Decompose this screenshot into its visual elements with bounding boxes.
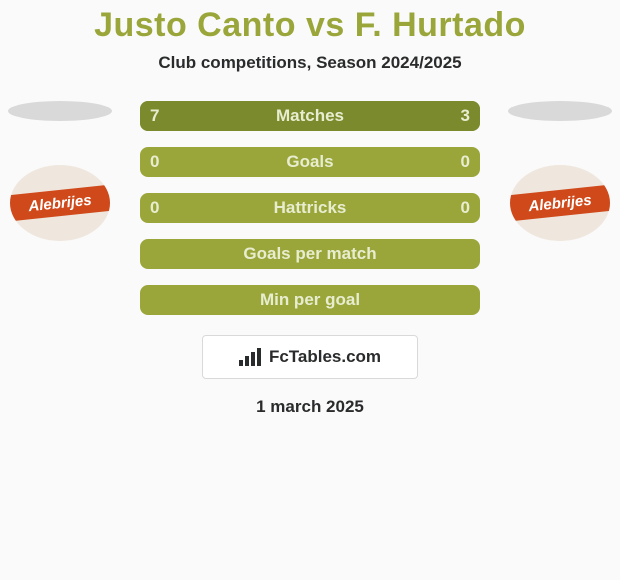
comparison-card: Justo Canto vs F. Hurtado Club competiti… <box>0 0 620 580</box>
bar-chart-icon <box>239 348 263 366</box>
stat-fill-left <box>140 101 378 131</box>
stat-label: Goals per match <box>140 244 480 264</box>
right-club-badge: Alebrijes <box>510 165 610 241</box>
stat-value-left: 0 <box>150 152 159 172</box>
stat-row: 0 Goals 0 <box>140 147 480 177</box>
date-label: 1 march 2025 <box>0 397 620 417</box>
stat-value-right: 0 <box>461 152 470 172</box>
left-club-name: Alebrijes <box>10 183 110 223</box>
stat-value-left: 0 <box>150 198 159 218</box>
stat-row: 0 Hattricks 0 <box>140 193 480 223</box>
left-club-badge: Alebrijes <box>10 165 110 241</box>
stats-list: 7 Matches 3 0 Goals 0 0 Hattricks 0 <box>140 101 480 315</box>
ellipse-shadow-icon <box>8 101 112 121</box>
stat-label: Min per goal <box>140 290 480 310</box>
stat-label: Hattricks <box>140 198 480 218</box>
left-club-column: Alebrijes <box>0 101 120 241</box>
right-club-column: Alebrijes <box>500 101 620 241</box>
stat-row: 7 Matches 3 <box>140 101 480 131</box>
subtitle: Club competitions, Season 2024/2025 <box>0 53 620 73</box>
page-title: Justo Canto vs F. Hurtado <box>0 6 620 45</box>
stat-value-right: 0 <box>461 198 470 218</box>
main-area: Alebrijes Alebrijes 7 Matches 3 0 Goals <box>0 101 620 417</box>
stat-label: Goals <box>140 152 480 172</box>
stat-row: Min per goal <box>140 285 480 315</box>
stat-fill-right <box>378 101 480 131</box>
brand-text: FcTables.com <box>269 347 381 367</box>
brand-box: FcTables.com <box>202 335 418 379</box>
right-club-name: Alebrijes <box>510 183 610 223</box>
ellipse-shadow-icon <box>508 101 612 121</box>
stat-row: Goals per match <box>140 239 480 269</box>
